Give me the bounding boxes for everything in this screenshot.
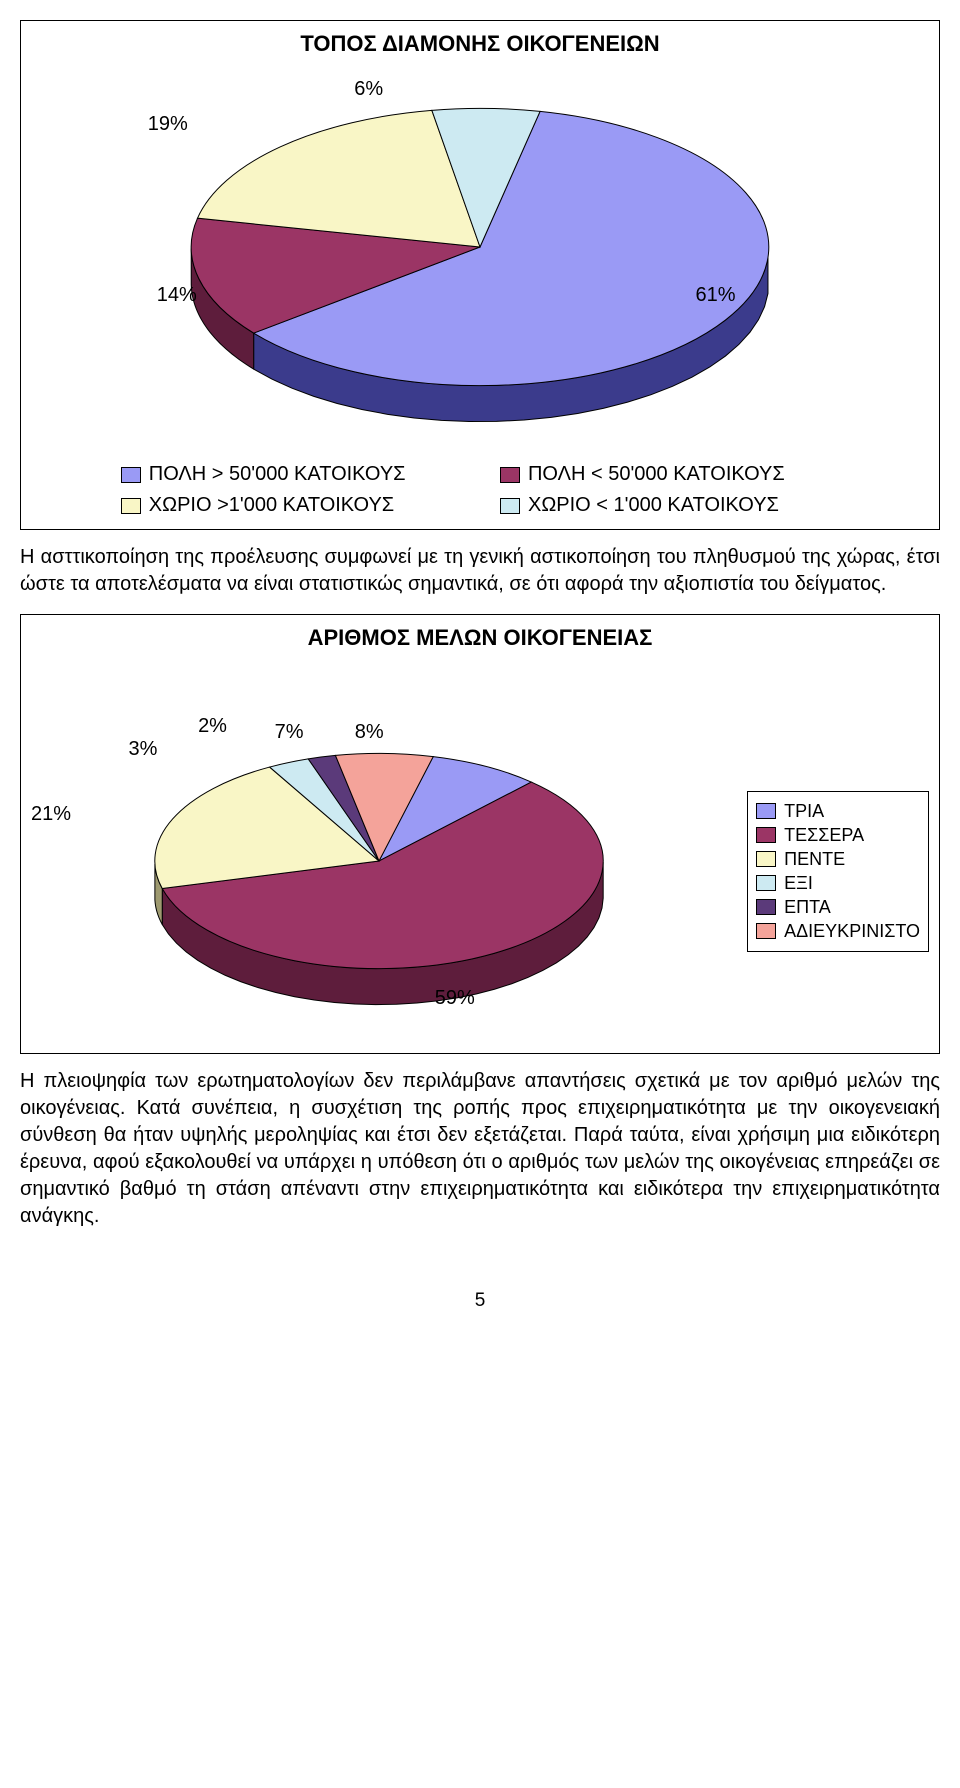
legend-item: ΑΔΙΕΥΚΡΙΝΙΣΤΟ	[756, 921, 920, 942]
chart-members-pie: 8% 59% 21% 3% 2% 7%	[31, 701, 727, 1041]
pie-slice-label: 3%	[128, 738, 157, 761]
chart-members-row: 8% 59% 21% 3% 2% 7% ΤΡΙΑ ΤΕΣΣΕΡΑ ΠΕΝΤΕ ΕΞΙ ΕΠΤΑ ΑΔ…	[31, 701, 929, 1041]
chart-members-legend: ΤΡΙΑ ΤΕΣΣΕΡΑ ΠΕΝΤΕ ΕΞΙ ΕΠΤΑ ΑΔΙΕΥΚΡΙΝΙΣΤΟ	[747, 791, 929, 952]
pie-slice-label: 21%	[31, 803, 71, 826]
legend-text: ΠΟΛΗ < 50'000 ΚΑΤΟΙΚΟΥΣ	[528, 463, 785, 486]
pie-slice-label: 7%	[275, 721, 304, 744]
legend-swatch	[500, 467, 520, 483]
legend-swatch	[756, 803, 776, 819]
chart-members-title: ΑΡΙΘΜΟΣ ΜΕΛΩΝ ΟΙΚΟΓΕΝΕΙΑΣ	[31, 625, 929, 651]
legend-swatch	[121, 467, 141, 483]
legend-item: ΠΟΛΗ < 50'000 ΚΑΤΟΙΚΟΥΣ	[500, 463, 839, 486]
legend-swatch	[756, 827, 776, 843]
pie-slice-label: 61%	[696, 284, 736, 307]
legend-text: ΑΔΙΕΥΚΡΙΝΙΣΤΟ	[784, 921, 920, 942]
chart-residence-legend: ΠΟΛΗ > 50'000 ΚΑΤΟΙΚΟΥΣ ΠΟΛΗ < 50'000 ΚΑΤ…	[121, 463, 839, 517]
legend-text: ΕΞΙ	[784, 873, 813, 894]
legend-text: ΤΡΙΑ	[784, 801, 824, 822]
legend-item: ΕΠΤΑ	[756, 897, 920, 918]
chart-residence-title: ΤΟΠΟΣ ΔΙΑΜΟΝΗΣ ΟΙΚΟΓΕΝΕΙΩΝ	[31, 31, 929, 57]
legend-item: ΧΩΡΙΟ < 1'000 ΚΑΤΟΙΚΟΥΣ	[500, 494, 839, 517]
legend-text: ΠΕΝΤΕ	[784, 849, 845, 870]
legend-item: ΠΕΝΤΕ	[756, 849, 920, 870]
legend-text: ΠΟΛΗ > 50'000 ΚΑΤΟΙΚΟΥΣ	[149, 463, 406, 486]
legend-item: ΕΞΙ	[756, 873, 920, 894]
paragraph-residence: Η ασττικοποίηση της προέλευσης συμφωνεί …	[20, 544, 940, 598]
paragraph-members: Η πλειοψηφία των ερωτηματολογίων δεν περ…	[20, 1068, 940, 1230]
legend-swatch	[121, 498, 141, 514]
legend-text: ΤΕΣΣΕΡΑ	[784, 825, 864, 846]
legend-swatch	[756, 923, 776, 939]
chart-residence-box: ΤΟΠΟΣ ΔΙΑΜΟΝΗΣ ΟΙΚΟΓΕΝΕΙΩΝ 61% 14% 19% 6% Π…	[20, 20, 940, 530]
page-number: 5	[20, 1290, 940, 1312]
pie-slice-label: 19%	[148, 113, 188, 136]
pie-slice-label: 14%	[157, 284, 197, 307]
legend-swatch	[756, 899, 776, 915]
chart-members-box: ΑΡΙΘΜΟΣ ΜΕΛΩΝ ΟΙΚΟΓΕΝΕΙΑΣ 8% 59% 21% 3% 2% 7%…	[20, 614, 940, 1054]
pie-slice-label: 6%	[354, 78, 383, 101]
legend-text: ΧΩΡΙΟ < 1'000 ΚΑΤΟΙΚΟΥΣ	[528, 494, 779, 517]
chart-members-svg	[84, 701, 674, 1041]
legend-item: ΧΩΡΙΟ >1'000 ΚΑΤΟΙΚΟΥΣ	[121, 494, 460, 517]
chart-residence-pie: 61% 14% 19% 6%	[31, 67, 929, 447]
pie-slice-label: 59%	[435, 987, 475, 1010]
pie-slice-label: 8%	[355, 721, 384, 744]
legend-text: ΧΩΡΙΟ >1'000 ΚΑΤΟΙΚΟΥΣ	[149, 494, 394, 517]
legend-item: ΤΡΙΑ	[756, 801, 920, 822]
legend-text: ΕΠΤΑ	[784, 897, 831, 918]
legend-swatch	[756, 875, 776, 891]
legend-swatch	[500, 498, 520, 514]
pie-slice-label: 2%	[198, 715, 227, 738]
legend-item: ΠΟΛΗ > 50'000 ΚΑΤΟΙΚΟΥΣ	[121, 463, 460, 486]
chart-residence-svg	[100, 67, 860, 447]
legend-swatch	[756, 851, 776, 867]
legend-item: ΤΕΣΣΕΡΑ	[756, 825, 920, 846]
